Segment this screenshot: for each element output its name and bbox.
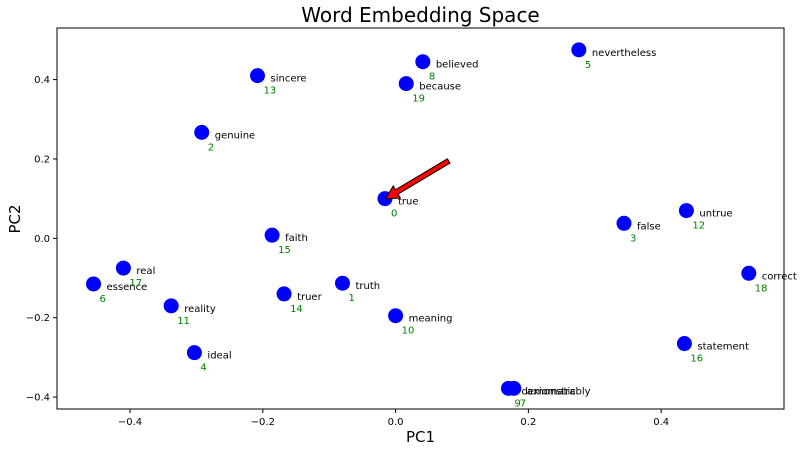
word-label: meaning: [409, 314, 453, 325]
data-point: [678, 203, 694, 219]
y-tick-label: 0.4: [34, 75, 50, 86]
word-label: believed: [436, 60, 479, 71]
index-label: 14: [290, 304, 303, 315]
index-label: 5: [585, 60, 591, 71]
index-label: 13: [264, 86, 277, 97]
data-point: [163, 298, 179, 314]
index-label: 0: [391, 209, 397, 220]
word-label: untrue: [699, 209, 732, 220]
highlight-arrow: [384, 158, 451, 200]
chart-title: Word Embedding Space: [301, 3, 540, 27]
index-label: 11: [177, 316, 190, 327]
word-label: true: [398, 197, 419, 208]
y-axis-label: PC2: [6, 204, 24, 233]
index-label: 2: [208, 142, 214, 153]
data-point: [264, 227, 280, 243]
index-label: 19: [412, 94, 425, 105]
data-point: [186, 345, 202, 361]
index-label: 9: [514, 398, 520, 409]
y-tick-label: −0.2: [26, 313, 50, 324]
data-point: [616, 215, 632, 231]
word-label: genuine: [215, 130, 255, 141]
word-label: statement: [697, 342, 749, 353]
index-label: 10: [402, 326, 415, 337]
index-label: 17: [129, 278, 142, 289]
index-label: 12: [692, 221, 705, 232]
y-tick-label: 0.2: [34, 154, 50, 165]
data-point: [741, 265, 757, 281]
word-label: false: [637, 221, 661, 232]
index-label: 6: [100, 294, 106, 305]
y-axis: −0.4 −0.2 0.0 0.2 0.4: [26, 75, 57, 404]
x-axis-label: PC1: [406, 428, 435, 446]
x-tick-label: −0.2: [251, 417, 275, 428]
index-label: 18: [755, 283, 768, 294]
word-label: essence: [107, 282, 148, 293]
data-point: [194, 124, 210, 140]
word-label: correct: [762, 271, 797, 282]
index-label: 3: [630, 233, 636, 244]
word-label: truer: [297, 292, 323, 303]
index-label: 7: [520, 398, 526, 409]
word-label: nevertheless: [592, 48, 656, 59]
data-point: [334, 275, 350, 291]
index-label: 1: [348, 293, 354, 304]
x-tick-label: 0.2: [520, 417, 536, 428]
data-point: [115, 260, 131, 276]
y-tick-label: 0.0: [34, 234, 50, 245]
word-label: because: [419, 82, 461, 93]
word-label: ideal: [207, 351, 231, 362]
index-label: 15: [278, 245, 291, 256]
x-tick-label: 0.4: [653, 417, 669, 428]
index-label: 4: [200, 363, 206, 374]
x-tick-label: −0.4: [118, 417, 142, 428]
y-tick-label: −0.4: [26, 393, 50, 404]
data-point: [86, 276, 102, 292]
plot-area: [56, 27, 785, 410]
data-point: [500, 380, 516, 396]
data-point: [571, 42, 587, 58]
data-point: [388, 308, 404, 324]
word-label: truth: [355, 281, 380, 292]
word-label: demonstrably: [521, 386, 590, 397]
data-point: [415, 54, 431, 70]
index-label: 8: [429, 72, 435, 83]
data-point: [276, 286, 292, 302]
highlight-arrow-layer: [384, 158, 451, 200]
word-label: real: [136, 266, 155, 277]
word-label: axiomatic: [527, 386, 576, 397]
data-point: [676, 336, 692, 352]
word-label: reality: [184, 304, 216, 315]
index-label: 16: [690, 354, 703, 365]
word-label: faith: [285, 233, 308, 244]
x-tick-label: 0.0: [388, 417, 404, 428]
word-label: sincere: [271, 74, 307, 85]
data-point: [398, 76, 414, 92]
x-axis: −0.4 −0.2 0.0 0.2 0.4: [118, 409, 669, 428]
data-point: [250, 68, 266, 84]
